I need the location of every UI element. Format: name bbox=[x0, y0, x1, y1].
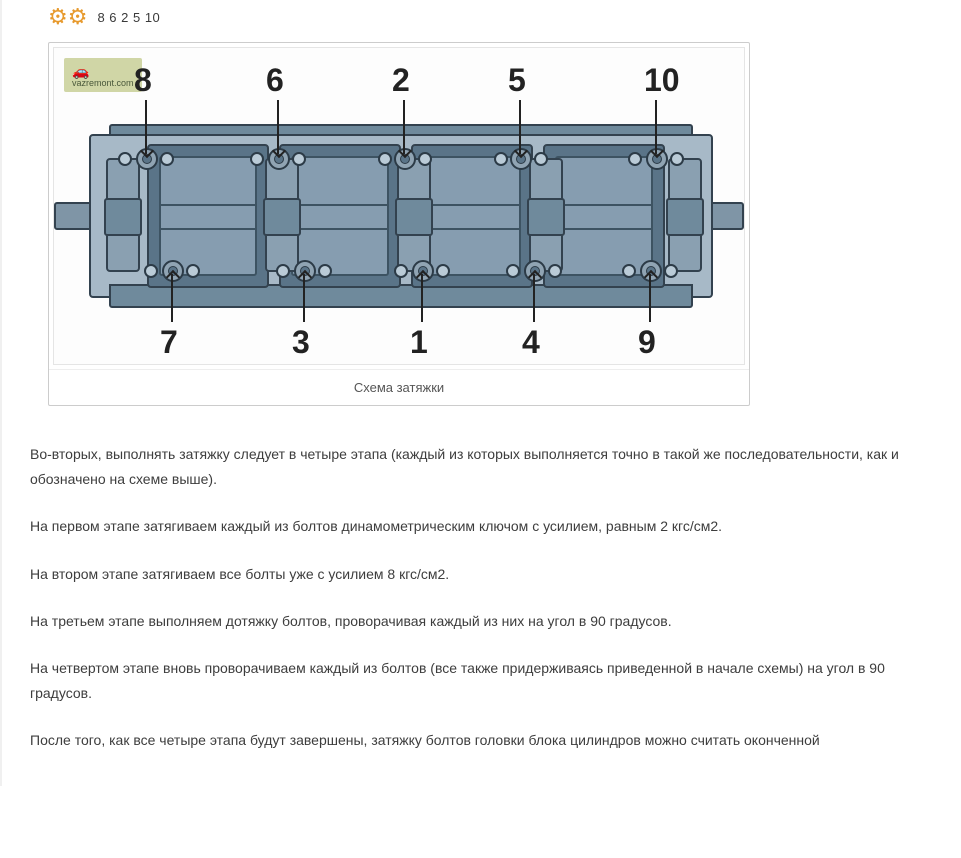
hole bbox=[418, 152, 432, 166]
leader-line bbox=[533, 274, 535, 322]
hole bbox=[144, 264, 158, 278]
hole bbox=[118, 152, 132, 166]
bottom-label-3: 3 bbox=[292, 324, 310, 361]
figure-caption: Схема затяжки bbox=[49, 369, 749, 405]
top-label-2: 2 bbox=[392, 62, 410, 99]
hole bbox=[548, 264, 562, 278]
hole bbox=[506, 264, 520, 278]
header-numbers: 8 6 2 5 10 bbox=[97, 10, 160, 25]
paragraph: На втором этапе затягиваем все болты уже… bbox=[30, 562, 933, 587]
top-label-5: 5 bbox=[508, 62, 526, 99]
hole bbox=[670, 152, 684, 166]
hole bbox=[292, 152, 306, 166]
gears-icon: ⚙⚙ bbox=[48, 6, 87, 28]
leader-line bbox=[277, 100, 279, 154]
leader-line bbox=[655, 100, 657, 154]
bottom-label-1: 1 bbox=[410, 324, 428, 361]
paragraph: На четвертом этапе вновь проворачиваем к… bbox=[30, 656, 933, 706]
hole bbox=[628, 152, 642, 166]
icon-header: ⚙⚙ 8 6 2 5 10 bbox=[48, 6, 933, 28]
bearing bbox=[668, 158, 702, 272]
hole bbox=[534, 152, 548, 166]
bearing bbox=[529, 158, 563, 272]
bearing bbox=[397, 158, 431, 272]
leader-line bbox=[303, 274, 305, 322]
leader-line bbox=[519, 100, 521, 154]
figure: 🚗 vazremont.com bbox=[48, 42, 750, 406]
paragraph: После того, как все четыре этапа будут з… bbox=[30, 728, 933, 753]
top-label-8: 8 bbox=[134, 62, 152, 99]
bearing bbox=[265, 158, 299, 272]
hole bbox=[318, 264, 332, 278]
bottom-label-9: 9 bbox=[638, 324, 656, 361]
bearing bbox=[106, 158, 140, 272]
hole bbox=[160, 152, 174, 166]
bottom-label-7: 7 bbox=[160, 324, 178, 361]
leader-line bbox=[421, 274, 423, 322]
watermark: 🚗 vazremont.com bbox=[64, 58, 142, 92]
top-label-10: 10 bbox=[644, 62, 680, 99]
leader-line bbox=[403, 100, 405, 154]
hole bbox=[378, 152, 392, 166]
hole bbox=[276, 264, 290, 278]
leader-line bbox=[649, 274, 651, 322]
top-label-6: 6 bbox=[266, 62, 284, 99]
hole bbox=[186, 264, 200, 278]
tightening-diagram: 🚗 vazremont.com bbox=[53, 47, 745, 365]
hole bbox=[436, 264, 450, 278]
hole bbox=[250, 152, 264, 166]
hole bbox=[622, 264, 636, 278]
bottom-label-4: 4 bbox=[522, 324, 540, 361]
paragraph: На первом этапе затягиваем каждый из бол… bbox=[30, 514, 933, 539]
paragraph: На третьем этапе выполняем дотяжку болто… bbox=[30, 609, 933, 634]
leader-line bbox=[145, 100, 147, 154]
leader-line bbox=[171, 274, 173, 322]
hole bbox=[664, 264, 678, 278]
hole bbox=[494, 152, 508, 166]
hole bbox=[394, 264, 408, 278]
watermark-text: vazremont.com bbox=[72, 78, 134, 88]
paragraph: Во-вторых, выполнять затяжку следует в ч… bbox=[30, 442, 933, 492]
